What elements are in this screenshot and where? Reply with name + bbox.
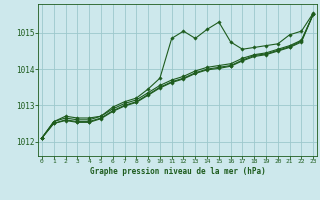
X-axis label: Graphe pression niveau de la mer (hPa): Graphe pression niveau de la mer (hPa) bbox=[90, 167, 266, 176]
